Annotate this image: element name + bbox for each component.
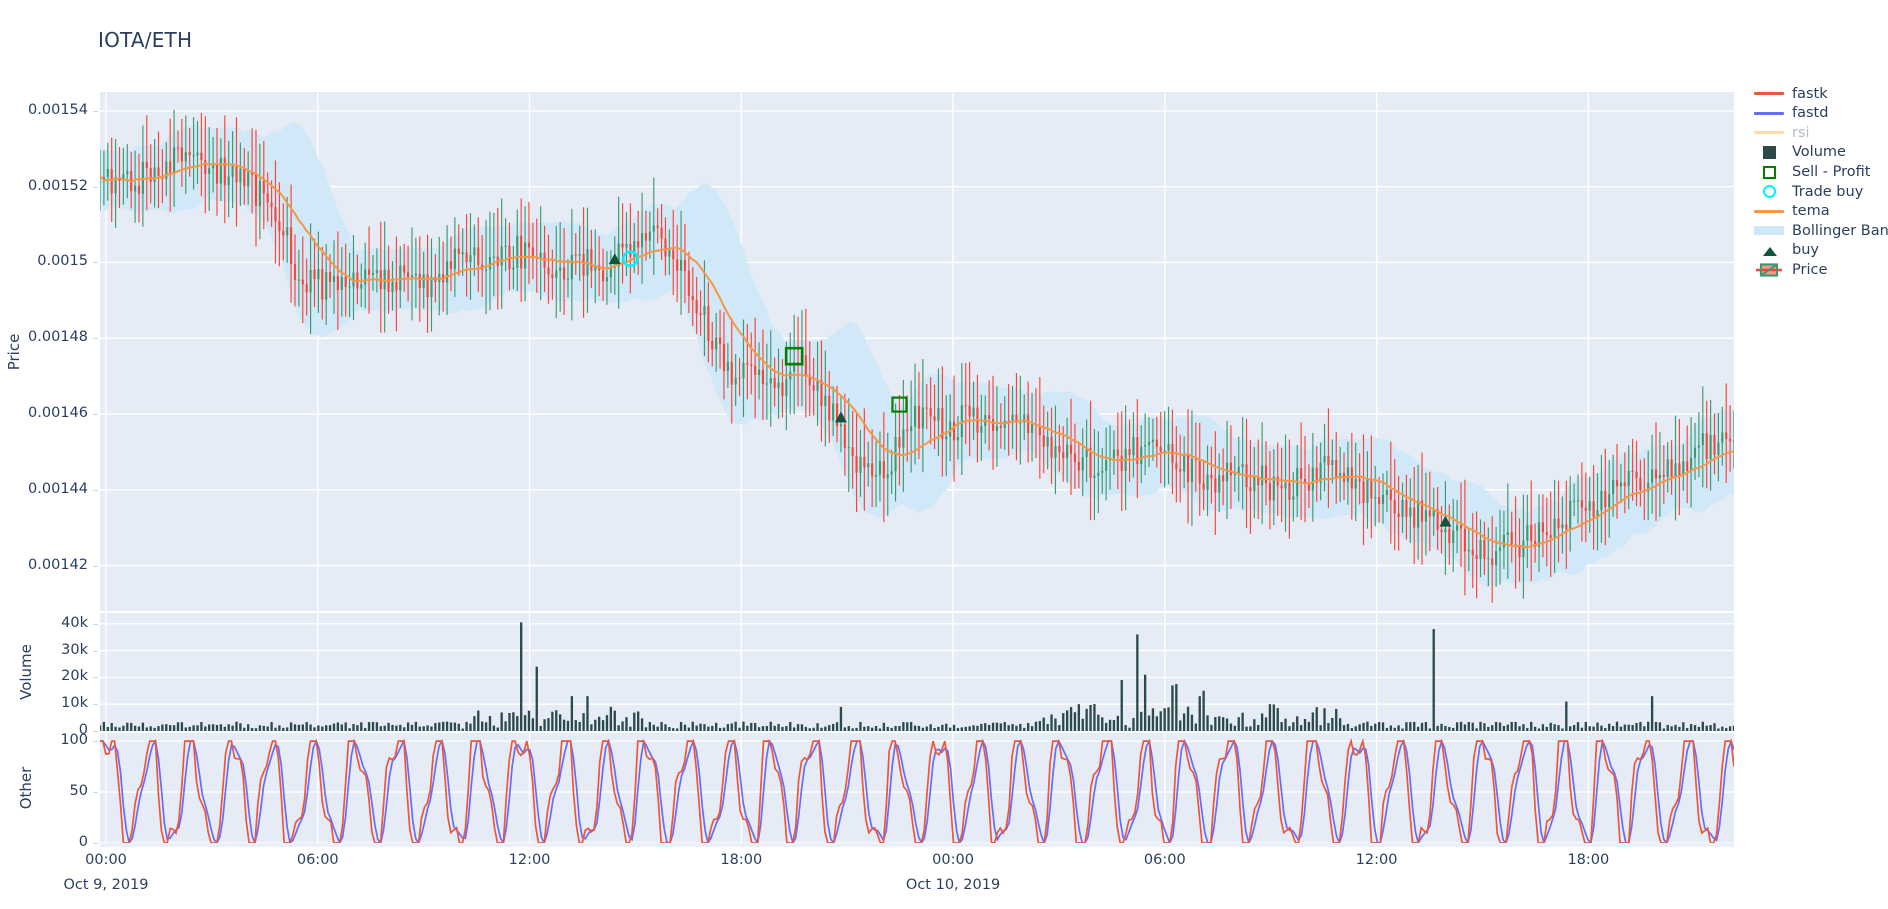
other-y-tick: 0 <box>78 834 88 850</box>
x-axis-tick: 00:00 <box>85 852 127 868</box>
price-y-tick: 0.00146 <box>28 405 88 421</box>
price-y-tick: 0.00154 <box>28 101 88 118</box>
band-swatch-icon <box>1754 223 1784 239</box>
legend-item-label: Sell - Profit <box>1792 163 1871 180</box>
x-axis-tick: 18:00 <box>720 852 763 868</box>
x-axis-tick: 00:00 <box>932 852 974 868</box>
square-filled-icon <box>1754 145 1784 161</box>
line-swatch-icon <box>1754 105 1784 121</box>
price-plot-area[interactable] <box>100 92 1734 611</box>
legend-item-fastk[interactable]: fastk <box>1754 84 1888 104</box>
tick-mark <box>93 623 98 625</box>
legend-item-label: Price <box>1792 261 1828 278</box>
line-swatch-icon <box>1754 125 1784 141</box>
legend-item-volume[interactable]: Volume <box>1754 143 1888 163</box>
legend-item-sell-profit[interactable]: Sell - Profit <box>1754 162 1888 182</box>
volume-y-tick: 10k <box>61 695 88 712</box>
price-y-tick: 0.00144 <box>28 480 88 497</box>
tick-mark <box>93 677 98 679</box>
tick-mark <box>93 110 98 112</box>
legend-item-label: Volume <box>1792 144 1846 161</box>
legend-item-buy[interactable]: buy <box>1754 241 1888 261</box>
x-axis-tick: 06:00 <box>296 852 339 868</box>
tick-mark <box>93 262 98 264</box>
legend-item-label: Bollinger Band <box>1792 222 1888 239</box>
legend-item-price[interactable]: Price <box>1754 260 1888 280</box>
price-y-tick: 0.00152 <box>28 177 88 194</box>
chart-legend[interactable]: fastk fastd rsi Volume Sell - Profit Trade bu… <box>1754 84 1888 280</box>
tick-mark <box>93 489 98 491</box>
volume-y-tick: 0 <box>78 722 88 738</box>
tick-mark <box>93 704 98 706</box>
tick-mark <box>93 843 98 844</box>
price-y-tick: 0.0015 <box>37 253 88 270</box>
legend-item-label: buy <box>1792 242 1819 259</box>
legend-item-bollinger-band[interactable]: Bollinger Band <box>1754 221 1888 241</box>
other-y-tick: 100 <box>60 732 88 749</box>
price-y-tick: 0.00142 <box>28 556 88 573</box>
legend-item-label: fastd <box>1792 105 1829 122</box>
legend-item-label: Trade buy <box>1792 183 1864 200</box>
other-plot-area[interactable] <box>100 733 1734 843</box>
x-axis-tick: 18:00 <box>1567 852 1610 868</box>
legend-item-tema[interactable]: tema <box>1754 202 1888 222</box>
x-axis-baseline <box>100 843 1734 847</box>
price-axis-title: Price <box>5 333 23 370</box>
legend-item-trade-buy[interactable]: Trade buy <box>1754 182 1888 202</box>
x-axis-date-label: Oct 9, 2019 <box>63 877 149 893</box>
tick-mark <box>93 792 98 794</box>
price-y-tick: 0.00148 <box>28 329 88 346</box>
tick-mark <box>93 338 98 340</box>
legend-item-fastd[interactable]: fastd <box>1754 104 1888 124</box>
tick-mark <box>93 650 98 652</box>
tick-mark <box>93 565 98 567</box>
candlestick-icon <box>1754 262 1784 278</box>
other-y-tick: 50 <box>69 783 88 800</box>
volume-y-tick: 20k <box>61 668 88 685</box>
legend-item-rsi[interactable]: rsi <box>1754 123 1888 143</box>
legend-item-label: rsi <box>1792 124 1810 141</box>
x-axis-tick: 12:00 <box>508 852 551 868</box>
volume-y-tick: 40k <box>61 614 88 631</box>
other-axis-title: Other <box>17 766 35 810</box>
triangle-up-icon <box>1754 243 1784 259</box>
tick-mark <box>93 741 98 743</box>
volume-plot-area[interactable] <box>100 613 1734 731</box>
x-axis-tick: 06:00 <box>1143 852 1186 868</box>
volume-chart-svg <box>100 613 1734 731</box>
volume-axis-title: Volume <box>17 644 35 700</box>
line-swatch-icon <box>1754 86 1784 102</box>
x-axis-tick: 12:00 <box>1355 852 1398 868</box>
page-title: IOTA/ETH <box>98 28 193 52</box>
circle-hollow-icon <box>1754 184 1784 200</box>
square-hollow-icon <box>1754 164 1784 180</box>
x-axis-date-label: Oct 10, 2019 <box>905 877 1001 893</box>
other-chart-svg <box>100 733 1734 843</box>
volume-y-tick: 30k <box>61 641 88 658</box>
legend-item-label: fastk <box>1792 85 1828 102</box>
legend-item-label: tema <box>1792 203 1830 220</box>
line-swatch-icon <box>1754 203 1784 219</box>
price-chart-svg <box>100 92 1734 611</box>
tick-mark <box>93 414 98 415</box>
tick-mark <box>93 731 98 732</box>
tick-mark <box>93 186 98 188</box>
